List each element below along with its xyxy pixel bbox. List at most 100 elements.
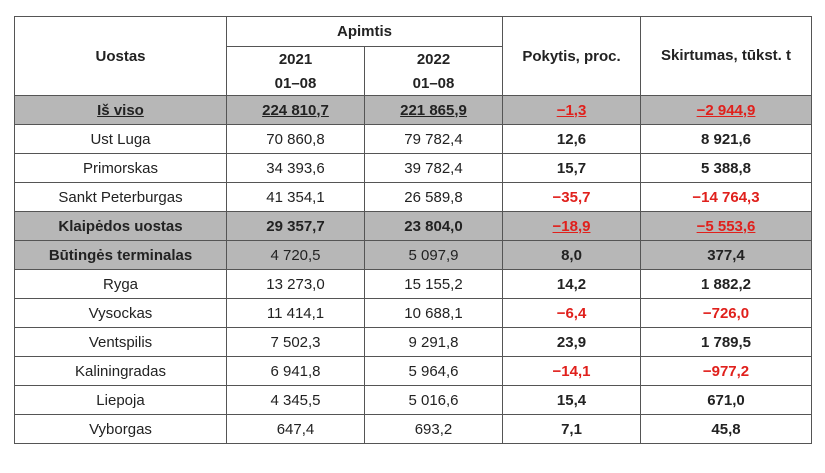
cell-port: Liepoja — [14, 385, 227, 415]
cell-difference: 377,4 — [640, 240, 812, 270]
cell-change: −35,7 — [502, 182, 641, 212]
port-cargo-table-container: Uostas Apimtis Pokytis, proc. Skirtumas,… — [14, 16, 812, 444]
cell-change: −1,3 — [502, 95, 641, 125]
cell-2022: 26 589,8 — [364, 182, 503, 212]
cell-difference: −2 944,9 — [640, 95, 812, 125]
cell-change: 15,4 — [502, 385, 641, 415]
cell-2021: 11 414,1 — [226, 298, 365, 328]
cell-2022: 39 782,4 — [364, 153, 503, 183]
cell-difference: 1 882,2 — [640, 269, 812, 299]
cell-difference-text: 377,4 — [707, 246, 745, 264]
cell-2022: 693,2 — [364, 414, 503, 444]
cell-2021-text: 70 860,8 — [266, 130, 325, 148]
cell-2021-text: 11 414,1 — [266, 304, 325, 322]
cell-change-text: −18,9 — [552, 217, 591, 235]
cell-2021: 13 273,0 — [226, 269, 365, 299]
cell-2022: 9 291,8 — [364, 327, 503, 357]
cell-2022-text: 5 097,9 — [408, 246, 459, 264]
cell-difference-text: −5 553,6 — [696, 217, 756, 235]
cell-difference-text: −2 944,9 — [696, 101, 756, 119]
cell-port-text: Ryga — [102, 275, 139, 293]
cell-2021: 41 354,1 — [226, 182, 365, 212]
cell-change-text: −35,7 — [552, 188, 591, 206]
cell-change-text: 7,1 — [561, 420, 582, 438]
cell-2021-text: 7 502,3 — [270, 333, 321, 351]
header-period-2022: 01–08 — [364, 71, 503, 96]
cell-difference-text: 45,8 — [711, 420, 741, 438]
cell-2021-text: 224 810,7 — [262, 101, 329, 119]
cell-2022-text: 10 688,1 — [404, 304, 463, 322]
cell-difference-text: 1 882,2 — [700, 275, 752, 293]
header-year-2021: 2021 — [226, 46, 365, 71]
table-row: Ryga 13 273,0 15 155,2 14,2 1 882,2 — [14, 269, 812, 299]
cell-2021: 4 720,5 — [226, 240, 365, 270]
cell-difference-text: −977,2 — [702, 362, 750, 380]
cell-port-text: Klaipėdos uostas — [58, 217, 183, 235]
cell-2022: 15 155,2 — [364, 269, 503, 299]
cell-port-text: Sankt Peterburgas — [58, 188, 183, 206]
cell-2022-text: 5 016,6 — [408, 391, 459, 409]
header-period-2021: 01–08 — [226, 71, 365, 96]
cell-2021-text: 34 393,6 — [266, 159, 325, 177]
cell-change-text: 12,6 — [556, 130, 587, 148]
cell-port: Klaipėdos uostas — [14, 211, 227, 241]
cell-change: −14,1 — [502, 356, 641, 386]
cell-2022: 5 964,6 — [364, 356, 503, 386]
cell-2021-text: 4 345,5 — [270, 391, 321, 409]
cell-difference: −977,2 — [640, 356, 812, 386]
header-port: Uostas — [14, 16, 227, 96]
table-row: Sankt Peterburgas 41 354,1 26 589,8 −35,7 −1… — [14, 182, 812, 212]
cell-2021-text: 4 720,5 — [270, 246, 321, 264]
cell-change: 12,6 — [502, 124, 641, 154]
cell-2021-text: 6 941,8 — [270, 362, 321, 380]
cell-change: 7,1 — [502, 414, 641, 444]
header-difference: Skirtumas, tūkst. t — [640, 16, 812, 96]
cell-change: 8,0 — [502, 240, 641, 270]
cell-2022-text: 221 865,9 — [400, 101, 467, 119]
cell-difference: −5 553,6 — [640, 211, 812, 241]
cell-2022: 10 688,1 — [364, 298, 503, 328]
cell-difference: 8 921,6 — [640, 124, 812, 154]
cell-port: Sankt Peterburgas — [14, 182, 227, 212]
cell-difference: 5 388,8 — [640, 153, 812, 183]
cell-difference-text: −14 764,3 — [692, 188, 760, 206]
port-cargo-table: Uostas Apimtis Pokytis, proc. Skirtumas,… — [14, 16, 812, 444]
cell-difference: 1 789,5 — [640, 327, 812, 357]
cell-change-text: 15,4 — [556, 391, 587, 409]
cell-change: 15,7 — [502, 153, 641, 183]
cell-2021: 34 393,6 — [226, 153, 365, 183]
cell-2021-text: 29 357,7 — [266, 217, 325, 235]
table-row: Kaliningradas 6 941,8 5 964,6 −14,1 −977,2 — [14, 356, 812, 386]
cell-difference-text: 671,0 — [707, 391, 745, 409]
cell-port-text: Vysockas — [88, 304, 153, 322]
cell-difference-text: 8 921,6 — [700, 130, 752, 148]
cell-2021-text: 13 273,0 — [266, 275, 325, 293]
cell-difference: 671,0 — [640, 385, 812, 415]
cell-2021: 6 941,8 — [226, 356, 365, 386]
cell-port-text: Kaliningradas — [75, 362, 166, 380]
cell-port-text: Būtingės terminalas — [48, 246, 193, 264]
cell-port-text: Ust Luga — [90, 130, 151, 148]
cell-port-text: Iš viso — [97, 101, 144, 119]
cell-port-text: Vyborgas — [89, 420, 152, 438]
cell-2022-text: 693,2 — [414, 420, 453, 438]
cell-2021-text: 647,4 — [276, 420, 315, 438]
cell-2022-text: 79 782,4 — [404, 130, 463, 148]
cell-2021: 70 860,8 — [226, 124, 365, 154]
cell-2021: 224 810,7 — [226, 95, 365, 125]
cell-change: 14,2 — [502, 269, 641, 299]
cell-2022-text: 39 782,4 — [404, 159, 463, 177]
cell-difference: −726,0 — [640, 298, 812, 328]
cell-port: Vyborgas — [14, 414, 227, 444]
cell-2022: 23 804,0 — [364, 211, 503, 241]
cell-change-text: −1,3 — [556, 101, 587, 119]
cell-port: Iš viso — [14, 95, 227, 125]
cell-change-text: 14,2 — [556, 275, 587, 293]
table-row: Vyborgas 647,4 693,2 7,1 45,8 — [14, 414, 812, 444]
header-change: Pokytis, proc. — [502, 16, 641, 96]
cell-change-text: 23,9 — [556, 333, 587, 351]
header-year-2022: 2022 — [364, 46, 503, 71]
cell-2022-text: 23 804,0 — [404, 217, 463, 235]
cell-2022: 5 097,9 — [364, 240, 503, 270]
table-row: Vysockas 11 414,1 10 688,1 −6,4 −726,0 — [14, 298, 812, 328]
